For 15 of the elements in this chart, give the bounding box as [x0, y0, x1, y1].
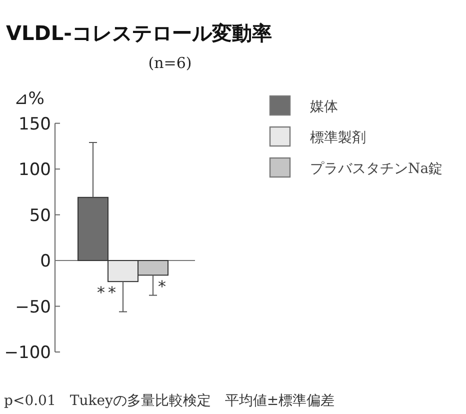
text: p<0.01 Tukeyの多量比較検定 平均値±標準偏差 — [4, 393, 335, 409]
annotation: * — [158, 277, 169, 296]
chart-title: VLDL-コレステロール変動率 — [6, 21, 272, 45]
legend-label: プラバスタチンNa錠 — [310, 161, 443, 177]
y-tick-label: 0 — [40, 252, 51, 272]
y-axis-title: ⊿% — [14, 89, 44, 109]
annotation: ** — [97, 283, 119, 302]
legend-label: 媒体 — [310, 99, 338, 115]
y-tick-label: −100 — [4, 343, 51, 363]
y-tick-label: 150 — [18, 114, 51, 134]
chart-subtitle: (n=6) — [148, 54, 192, 72]
y-tick-label: −50 — [15, 297, 51, 318]
y-tick-label: 50 — [29, 206, 51, 226]
legend-label: 標準製剤 — [310, 130, 366, 146]
y-tick-label: 100 — [18, 160, 51, 180]
